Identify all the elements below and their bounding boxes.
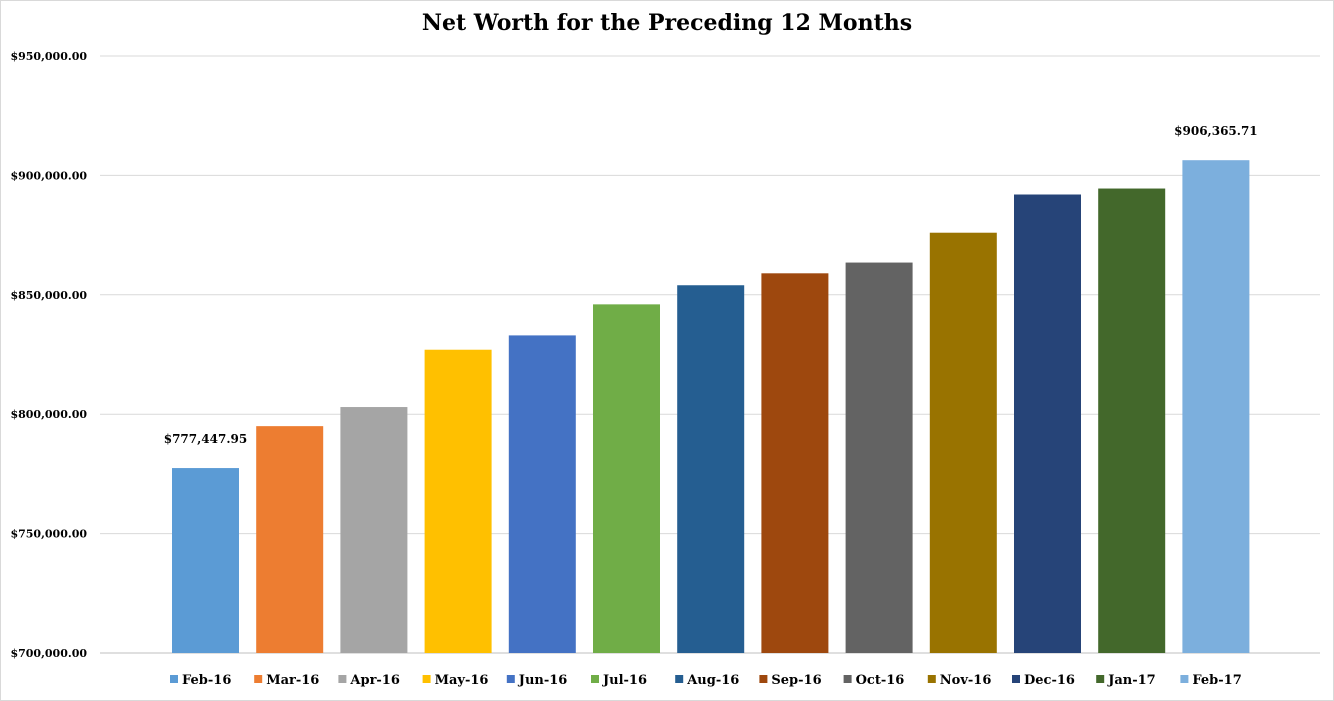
legend-label: Jun-16 bbox=[518, 673, 568, 688]
legend-label: Dec-16 bbox=[1024, 673, 1075, 688]
legend-swatch bbox=[170, 675, 178, 683]
bar bbox=[761, 273, 829, 653]
bar bbox=[256, 426, 324, 653]
legend-label: Oct-16 bbox=[856, 673, 905, 688]
y-tick-label: $800,000.00 bbox=[10, 408, 87, 421]
legend-label: Aug-16 bbox=[686, 673, 739, 688]
legend-swatch bbox=[843, 675, 852, 683]
bar bbox=[1182, 160, 1250, 654]
legend-swatch bbox=[422, 675, 431, 683]
legend-swatch bbox=[591, 675, 599, 683]
chart-title: Net Worth for the Preceding 12 Months bbox=[421, 10, 913, 36]
legend-swatch bbox=[254, 675, 263, 683]
legend-label: Jul-16 bbox=[602, 673, 647, 688]
y-tick-label: $750,000.00 bbox=[10, 528, 87, 541]
bar bbox=[508, 335, 576, 653]
bar bbox=[424, 349, 492, 653]
bar bbox=[172, 468, 239, 653]
legend-swatch bbox=[1180, 675, 1189, 683]
legend-label: Apr-16 bbox=[349, 673, 400, 688]
legend-swatch bbox=[1096, 675, 1105, 683]
legend-swatch bbox=[675, 675, 684, 683]
legend-swatch bbox=[338, 675, 347, 683]
legend-label: May-16 bbox=[435, 673, 489, 688]
data-label: $777,447.95 bbox=[164, 432, 248, 446]
y-tick-label: $700,000.00 bbox=[10, 647, 87, 660]
legend-label: Feb-17 bbox=[1192, 673, 1241, 688]
bar bbox=[929, 232, 997, 653]
legend-label: Mar-16 bbox=[266, 673, 319, 688]
y-tick-label: $850,000.00 bbox=[10, 289, 87, 302]
legend-label: Feb-16 bbox=[182, 673, 231, 688]
bar bbox=[593, 304, 660, 653]
y-tick-label: $900,000.00 bbox=[10, 169, 87, 182]
bar bbox=[340, 407, 408, 653]
legend-label: Nov-16 bbox=[940, 673, 992, 688]
legend-label: Sep-16 bbox=[771, 673, 821, 688]
data-label: $906,365.71 bbox=[1174, 124, 1258, 138]
bar bbox=[1098, 188, 1166, 653]
bar bbox=[677, 285, 745, 653]
legend-swatch bbox=[1012, 675, 1020, 683]
bar bbox=[1014, 194, 1081, 653]
legend-swatch bbox=[927, 675, 936, 683]
legend-label: Jan-17 bbox=[1107, 673, 1156, 688]
legend-swatch bbox=[759, 675, 768, 683]
y-tick-label: $950,000.00 bbox=[10, 50, 87, 63]
bar bbox=[845, 262, 913, 653]
legend-swatch bbox=[506, 675, 515, 683]
